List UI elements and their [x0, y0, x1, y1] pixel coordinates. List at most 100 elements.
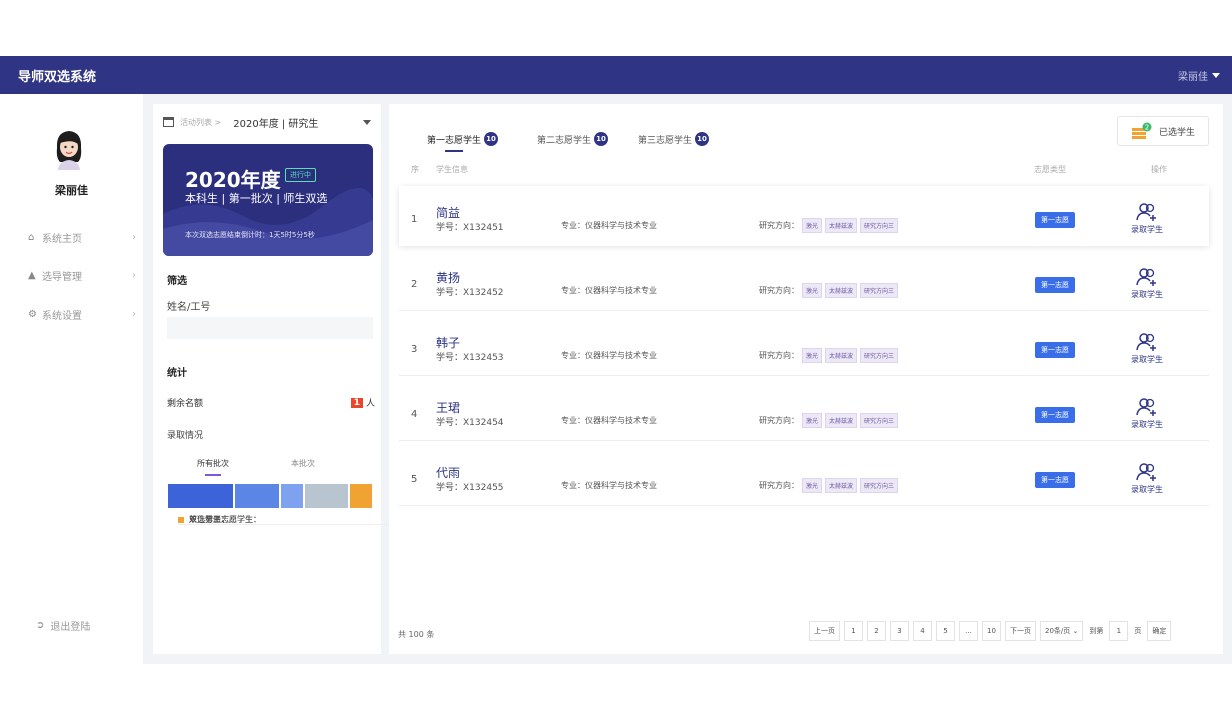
tab-label: 第一志愿学生 [427, 135, 482, 146]
breadcrumb[interactable]: 活动列表 > [180, 117, 222, 127]
student-id: 学号：X132452 [436, 288, 504, 298]
student-name-link[interactable]: 王珺 [436, 401, 461, 415]
student-name-link[interactable]: 黄扬 [436, 271, 461, 285]
count-badge: 10 [484, 132, 499, 146]
table-row: 5 代雨 学号：X132455 专业：仪器科学与技术专业 研究方向： 激光 太赫兹波 研究方向… [399, 446, 1209, 506]
admit-student-button[interactable]: 录取学生 [1127, 267, 1167, 300]
student-major: 专业：仪器科学与技术专业 [561, 286, 657, 295]
research-tag: 激光 [802, 283, 823, 298]
page-button[interactable]: 1 [844, 621, 863, 641]
research-direction-label: 研究方向： [759, 221, 799, 230]
research-directions: 研究方向： 激光 太赫兹波 研究方向三 [759, 413, 899, 428]
sidebar-item-settings[interactable]: ⚙ 系统设置 › [28, 305, 140, 323]
research-tag: 太赫兹波 [825, 478, 858, 493]
page-button[interactable]: 3 [890, 621, 909, 641]
admit-student-button[interactable]: 录取学生 [1127, 397, 1167, 430]
sidebar-item-home[interactable]: ⌂ 系统主页 › [28, 228, 140, 246]
user-menu[interactable]: 梁丽佳 [1178, 68, 1220, 83]
preference-type-badge: 第一志愿 [1035, 342, 1075, 358]
name-search-input[interactable] [167, 317, 373, 339]
research-tag: 太赫兹波 [825, 348, 858, 363]
student-list-panel: 第一志愿学生 10 第二志愿学生 10 第三志愿学生 10 2 已选学生 序 学… [389, 104, 1223, 654]
research-directions: 研究方向： 激光 太赫兹波 研究方向三 [759, 348, 899, 363]
activity-panel: 活动列表 > 2020年度 | 研究生 2020年度 进行中 本科生 | 第一批… [153, 104, 988, 654]
column-header-type: 志愿类型 [1034, 165, 1066, 174]
legend-label: 双选第三志愿学生： [189, 515, 261, 524]
bar-segment [280, 484, 303, 508]
sidebar-item-label: 选导管理 [42, 271, 82, 283]
activity-selector[interactable]: 活动列表 > 2020年度 | 研究生 [163, 114, 375, 130]
chevron-down-icon [363, 119, 371, 125]
table-row: 4 王珺 学号：X132454 专业：仪器科学与技术专业 研究方向： 激光 太赫兹波 研究方向… [399, 381, 1209, 441]
tab-label: 第二志愿学生 [537, 135, 592, 146]
student-major: 专业：仪器科学与技术专业 [561, 351, 657, 360]
research-tag: 研究方向三 [860, 283, 899, 298]
tab-third-choice[interactable]: 第三志愿学生 10 [638, 132, 710, 146]
admit-student-button[interactable]: 录取学生 [1127, 202, 1167, 235]
pagination: 上一页 1 2 3 4 5 ... 10 下一页 20条/页 ⌄ 到第 1 页 … [809, 621, 1172, 641]
goto-page-input[interactable]: 1 [1109, 621, 1129, 641]
bar-segment [235, 484, 279, 508]
research-directions: 研究方向： 激光 太赫兹波 研究方向三 [759, 478, 899, 493]
banner-wave-decoration [163, 188, 373, 256]
admit-student-button[interactable]: 录取学生 [1127, 462, 1167, 495]
tab-first-choice[interactable]: 第一志愿学生 10 [427, 132, 499, 146]
student-major: 专业：仪器科学与技术专业 [561, 221, 657, 230]
add-user-icon [1136, 203, 1156, 221]
tab-second-choice[interactable]: 第二志愿学生 10 [537, 132, 609, 146]
admission-tabs: 所有批次 本批次 [167, 458, 373, 476]
research-directions: 研究方向： 激光 太赫兹波 研究方向三 [759, 283, 899, 298]
preference-type-badge: 第一志愿 [1035, 212, 1075, 228]
tab-all-batches[interactable]: 所有批次 [197, 459, 229, 476]
chevron-right-icon: › [132, 269, 136, 281]
total-count: 共 100 条 [398, 630, 435, 639]
sidebar-item-mentor-management[interactable]: ▲ 选导管理 › [28, 266, 140, 284]
student-id: 学号：X132453 [436, 353, 504, 363]
prev-page-button[interactable]: 上一页 [809, 621, 840, 641]
gear-icon: ⚙ [28, 308, 37, 320]
logout-link[interactable]: ➲ 退出登陆 [36, 618, 90, 633]
count-badge: 10 [695, 132, 710, 146]
legend-swatch [178, 516, 184, 523]
goto-confirm-button[interactable]: 确定 [1147, 621, 1172, 641]
student-major: 专业：仪器科学与技术专业 [561, 416, 657, 425]
student-name-link[interactable]: 代雨 [436, 466, 461, 480]
graduation-cap-icon: ▲ [28, 269, 36, 281]
row-index: 2 [411, 279, 418, 290]
page-button[interactable]: 4 [913, 621, 932, 641]
status-badge: 进行中 [285, 168, 316, 182]
stats-heading: 统计 [167, 368, 187, 379]
page-button[interactable]: 2 [867, 621, 886, 641]
tab-label: 第三志愿学生 [638, 135, 693, 146]
app-title: 导师双选系统 [18, 69, 97, 85]
admission-stacked-bar [168, 484, 373, 508]
page-size-select[interactable]: 20条/页 ⌄ [1040, 621, 1084, 641]
student-name-link[interactable]: 韩子 [436, 336, 461, 350]
page-button[interactable]: 10 [982, 621, 1001, 641]
admit-label: 录取学生 [1131, 485, 1163, 494]
user-menu-name: 梁丽佳 [1178, 71, 1208, 83]
preference-type-badge: 第一志愿 [1035, 472, 1075, 488]
student-id: 学号：X132455 [436, 483, 504, 493]
next-page-button[interactable]: 下一页 [1005, 621, 1036, 641]
research-tag: 太赫兹波 [825, 283, 858, 298]
column-header-index: 序 [411, 165, 419, 174]
tab-this-batch[interactable]: 本批次 [291, 459, 315, 468]
page-ellipsis: ... [959, 621, 978, 641]
chevron-right-icon: › [132, 308, 136, 320]
count-badge: 10 [594, 132, 609, 146]
admit-student-button[interactable]: 录取学生 [1127, 332, 1167, 365]
student-name-link[interactable]: 简益 [436, 206, 461, 220]
student-major: 专业：仪器科学与技术专业 [561, 481, 657, 490]
selected-students-button[interactable]: 2 已选学生 [1117, 116, 1209, 146]
remaining-label: 剩余名额 [167, 399, 204, 409]
banner-subtitle: 本科生 | 第一批次 | 师生双选 [185, 192, 328, 205]
student-list-icon: 2 [1131, 122, 1152, 139]
active-tab-indicator [445, 150, 463, 152]
page-button[interactable]: 5 [936, 621, 955, 641]
goto-label: 到第 [1089, 627, 1104, 635]
research-direction-label: 研究方向： [759, 481, 799, 490]
logout-icon: ➲ [36, 620, 45, 631]
avatar [56, 131, 82, 170]
research-tag: 研究方向三 [860, 218, 899, 233]
